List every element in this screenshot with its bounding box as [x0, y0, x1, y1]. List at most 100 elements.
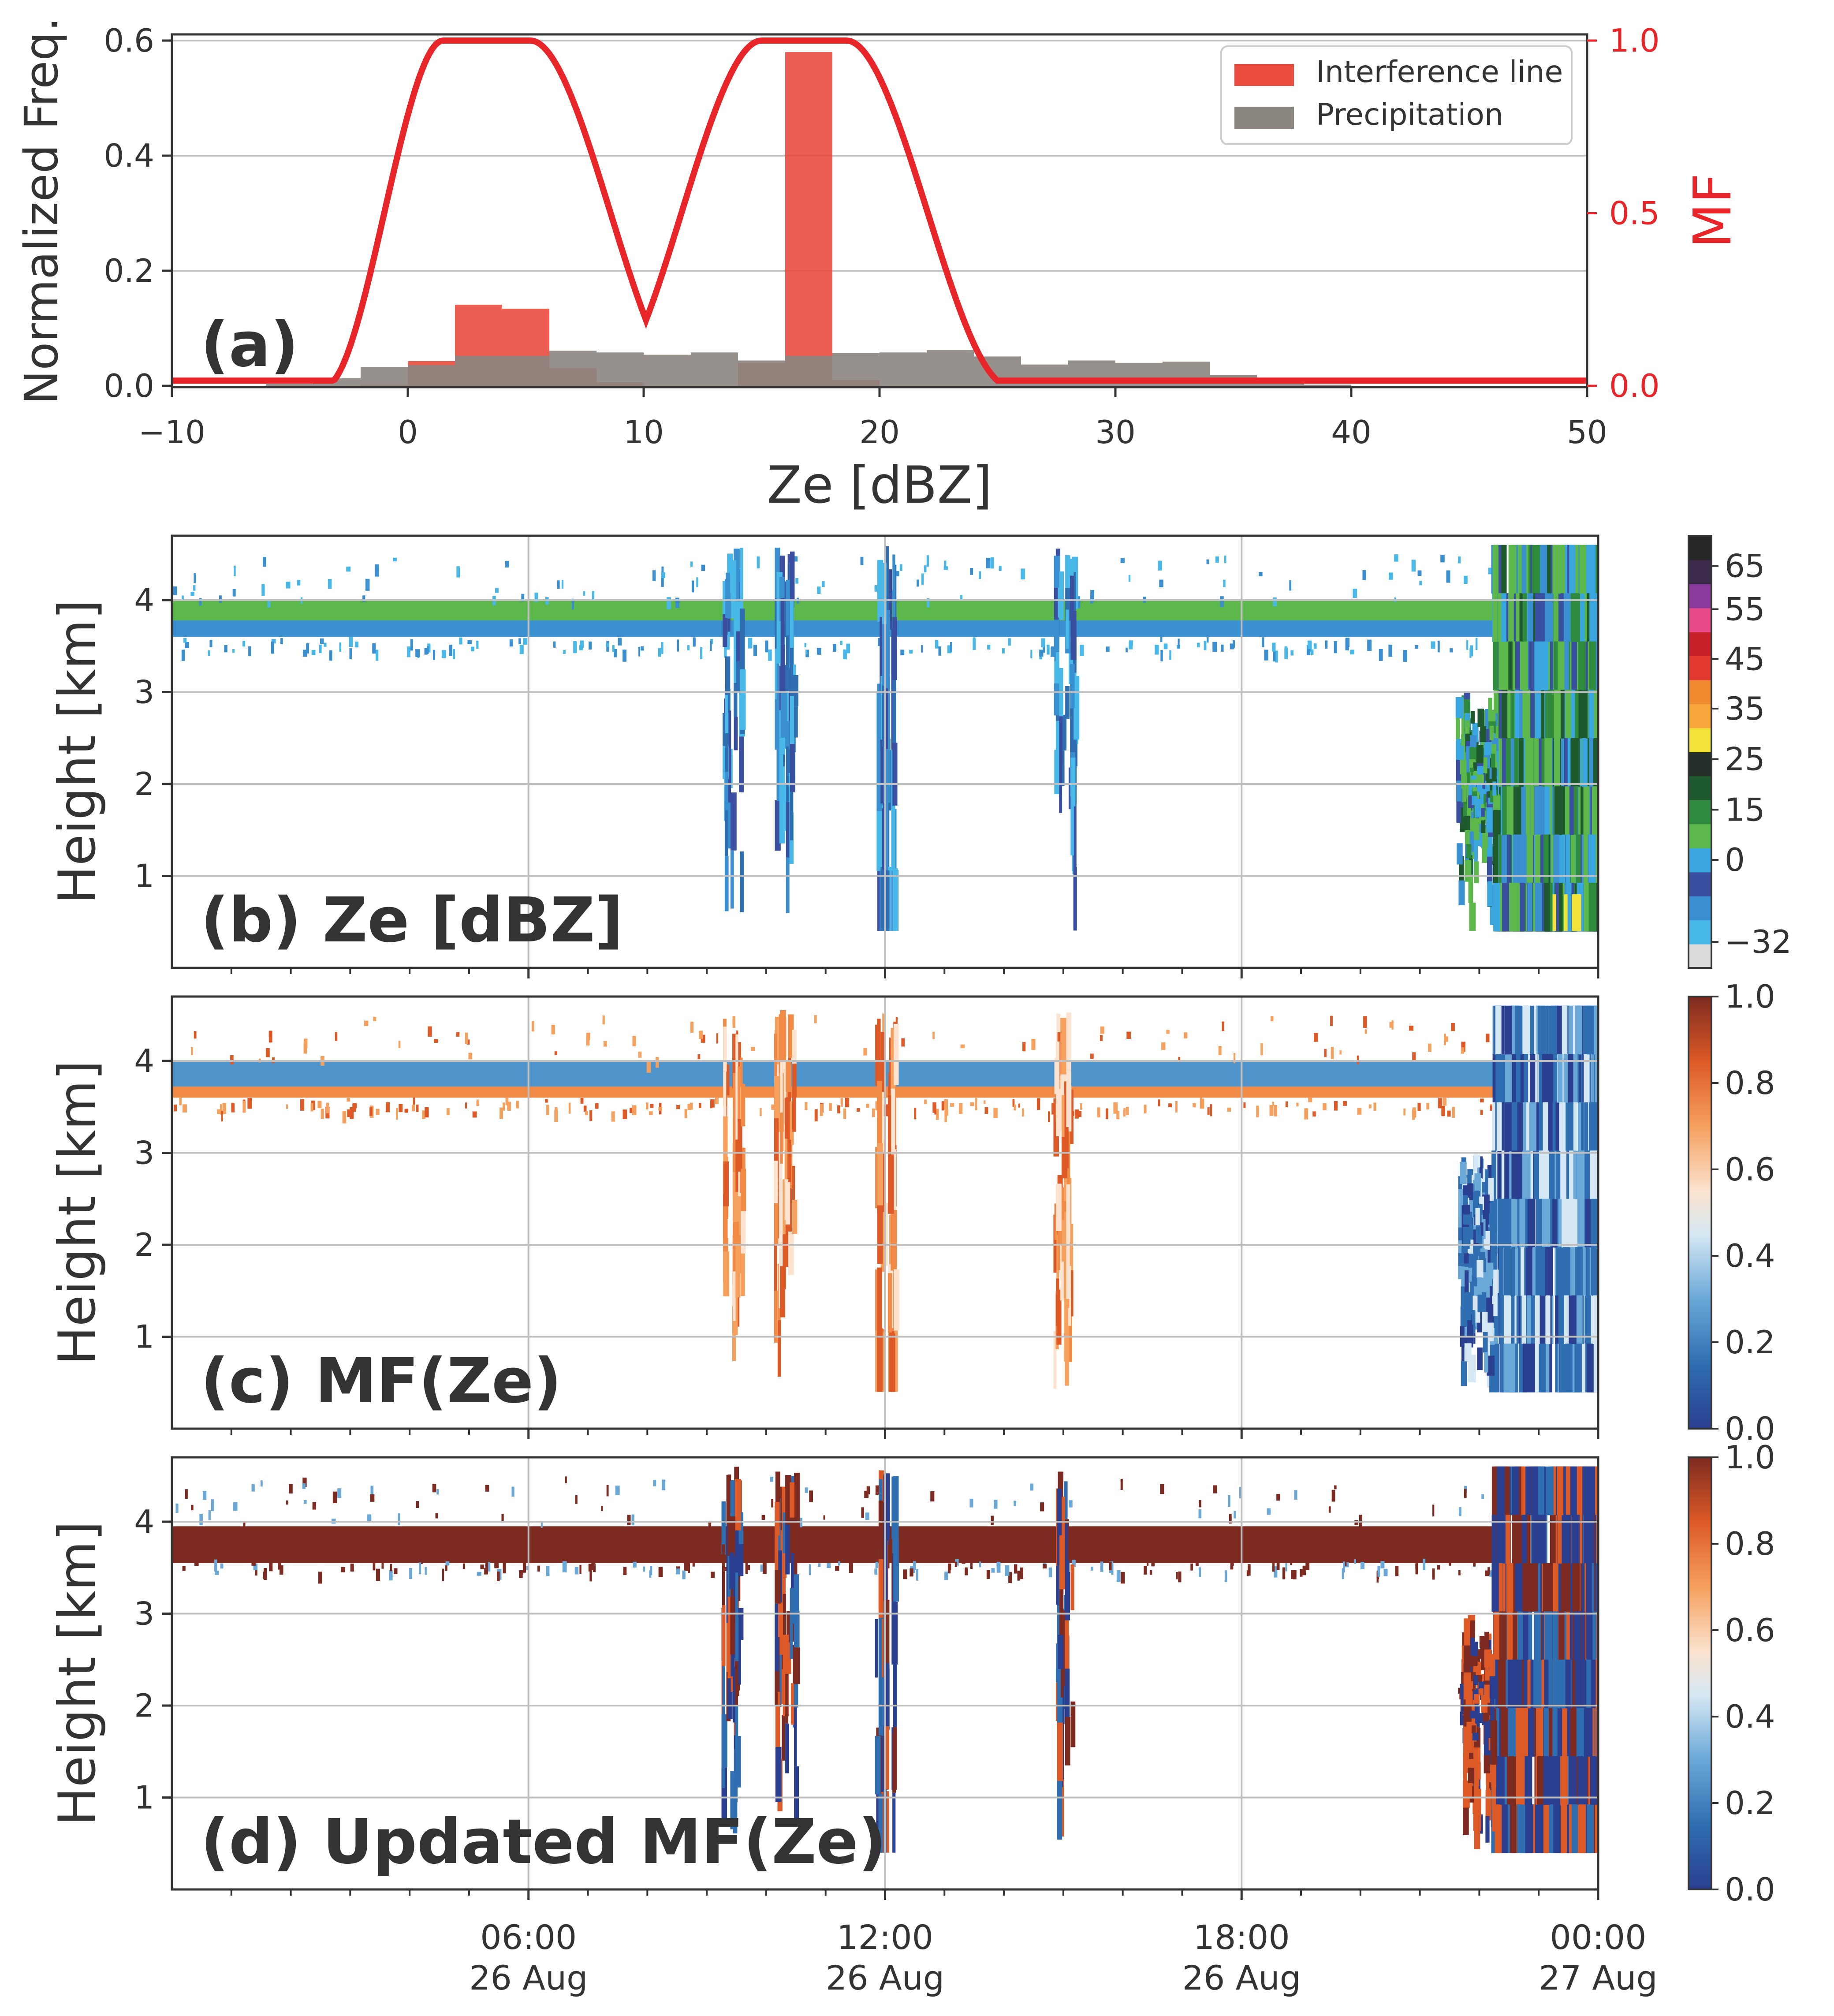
echo-speck [310, 1103, 313, 1112]
colorbar-tick-label: 35 [1725, 690, 1765, 727]
echo-speck [328, 579, 332, 589]
precip-streak [775, 649, 778, 699]
echo-speck [650, 1104, 654, 1108]
echo-speck [1330, 1015, 1333, 1027]
echo-speck [1293, 1570, 1297, 1579]
rain-cell [1527, 883, 1532, 932]
rain-cell [1475, 1208, 1480, 1226]
echo-speck [1043, 642, 1045, 653]
echo-speck [1160, 637, 1163, 642]
rain-cell [1577, 690, 1582, 739]
echo-speck [562, 1561, 567, 1572]
rain-cell [1569, 545, 1575, 594]
rain-cell [1498, 1515, 1506, 1564]
echo-speck [710, 1572, 715, 1578]
rain-cell [1536, 1708, 1541, 1757]
panel-a-y-label: Normalized Freq. [15, 17, 68, 405]
echo-speck [658, 648, 661, 657]
rain-cell [1491, 1765, 1496, 1788]
echo-speck [747, 1565, 750, 1570]
rain-cell [1586, 1515, 1591, 1564]
rain-cell [1468, 1254, 1473, 1268]
rain-cell [1569, 1198, 1575, 1248]
echo-speck [926, 555, 929, 567]
precip-streak [723, 1206, 728, 1252]
echo-speck [1452, 1107, 1455, 1118]
echo-speck [676, 1105, 680, 1109]
echo-speck [1144, 1566, 1147, 1575]
precipitation-bar [502, 356, 549, 386]
precip-streak [730, 560, 736, 619]
precip-streak [1054, 556, 1060, 588]
precipitation-bar [1257, 382, 1304, 386]
echo-speck [649, 1111, 653, 1115]
echo-speck [970, 1561, 973, 1569]
rain-cell [1463, 1645, 1471, 1673]
interference-band-lower [172, 1086, 1503, 1098]
rain-cell [1518, 1150, 1523, 1199]
rain-cell [1463, 802, 1467, 817]
echo-speck [468, 1053, 473, 1060]
echo-speck [1126, 1106, 1129, 1115]
echo-speck [1343, 1561, 1345, 1572]
rain-cell [1484, 1670, 1490, 1681]
precip-streak [740, 851, 744, 912]
rain-cell [1535, 883, 1542, 932]
echo-speck [916, 1569, 918, 1581]
rain-cell [1473, 1675, 1478, 1685]
precip-streak [775, 1603, 779, 1638]
rain-cell [1463, 1234, 1471, 1244]
echo-speck [1412, 1052, 1416, 1060]
rain-cell [1505, 1466, 1510, 1516]
echo-speck [708, 1521, 712, 1534]
precip-streak [1059, 764, 1062, 813]
precip-streak [880, 867, 884, 931]
colorbar-tick-label: 0.2 [1725, 1324, 1775, 1361]
rain-cell [1498, 1659, 1502, 1709]
echo-speck [1305, 1561, 1310, 1570]
rain-cell [1491, 1742, 1497, 1766]
precip-streak [786, 635, 789, 691]
rain-cell [1525, 1515, 1530, 1564]
echo-speck [208, 1510, 211, 1520]
precip-streak [892, 743, 898, 806]
rain-cell [1512, 1515, 1519, 1564]
echo-speck [991, 1516, 994, 1525]
panel-b-y-label: Height [km] [48, 599, 107, 904]
rain-cell [1527, 1344, 1535, 1393]
rain-cell [1472, 788, 1477, 797]
echo-speck [1220, 596, 1224, 607]
echo-speck [175, 1503, 179, 1513]
rain-cell [1544, 1611, 1552, 1660]
y-tick-label: 2 [134, 1226, 154, 1263]
echo-speck [944, 1572, 948, 1580]
precip-streak [736, 631, 741, 662]
rain-cell [1576, 1708, 1584, 1757]
echo-speck [641, 646, 644, 651]
rain-cell [1517, 1804, 1523, 1853]
echo-speck [661, 642, 664, 654]
rain-cell [1471, 775, 1476, 780]
precip-streak [775, 1535, 779, 1570]
rain-cell [1582, 738, 1586, 787]
echo-speck [1357, 1055, 1359, 1064]
echo-speck [690, 1021, 693, 1033]
panel-b-label: (b) Ze [dBZ] [201, 885, 623, 956]
rain-cell [1546, 1295, 1550, 1344]
echo-speck [658, 1567, 663, 1577]
rain-cell [1457, 843, 1463, 865]
precip-streak [1070, 1701, 1076, 1747]
echo-speck [1480, 1109, 1483, 1115]
colorbar-tick-label: 0 [1725, 841, 1745, 878]
rain-cell [1521, 1295, 1526, 1344]
rain-cell [1512, 1005, 1517, 1055]
echo-speck [1272, 1561, 1275, 1572]
y-tick-label: 4 [134, 582, 154, 619]
rain-cell [1471, 1725, 1476, 1733]
rain-cell [1480, 726, 1486, 743]
echo-speck [1159, 579, 1163, 587]
precip-streak [1057, 1605, 1060, 1664]
colorbar-frame [1688, 1456, 1712, 1890]
echo-speck [710, 1099, 715, 1108]
